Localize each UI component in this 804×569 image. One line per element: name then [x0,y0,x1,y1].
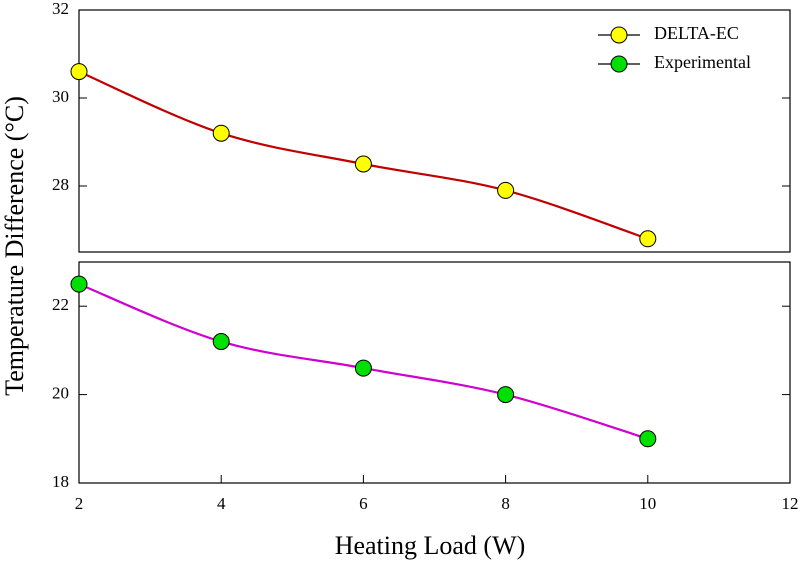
data-point [497,386,515,404]
x-tick-label: 6 [359,494,368,513]
x-tick-label: 8 [501,494,510,513]
y-tick-label: 28 [52,175,69,194]
data-point [497,181,515,199]
y-axis-label: Temperature Difference (°C) [0,96,29,396]
legend-label: Experimental [654,52,751,72]
data-point [354,155,372,173]
legend-label: DELTA-EC [654,23,739,43]
plot-frame [78,9,791,253]
legend-marker [610,26,628,44]
data-point [639,230,657,248]
data-point [639,430,657,448]
x-tick-label: 12 [782,494,799,513]
data-point [70,275,88,293]
y-tick-label: 20 [52,384,69,403]
data-point [354,359,372,377]
y-tick-label: 22 [52,295,69,314]
data-point [212,124,230,142]
x-axis-label: Heating Load (W) [335,531,526,560]
plot-frame [78,261,791,484]
y-tick-label: 18 [52,472,69,491]
y-tick-label: 32 [52,0,69,18]
y-tick-label: 30 [52,87,69,106]
x-tick-label: 10 [639,494,656,513]
series-line [78,70,649,240]
data-point [70,63,88,81]
x-tick-label: 2 [75,494,84,513]
x-tick-label: 4 [217,494,226,513]
legend-marker [610,55,628,73]
data-point [212,333,230,351]
